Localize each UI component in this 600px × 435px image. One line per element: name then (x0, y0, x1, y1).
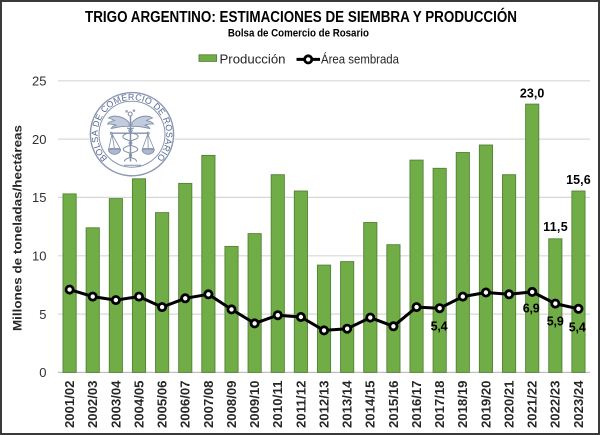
svg-text:5,4: 5,4 (431, 320, 448, 334)
svg-text:2021/22: 2021/22 (525, 381, 540, 429)
svg-text:2014/15: 2014/15 (363, 381, 378, 429)
svg-text:2011/12: 2011/12 (293, 381, 308, 429)
svg-text:5,9: 5,9 (547, 315, 564, 329)
svg-text:10: 10 (32, 249, 46, 264)
svg-text:TRIGO ARGENTINO: ESTIMACIONES: TRIGO ARGENTINO: ESTIMACIONES DE SIEMBRA… (85, 8, 517, 26)
svg-text:2015/16: 2015/16 (386, 381, 401, 429)
svg-text:2013/14: 2013/14 (340, 380, 355, 428)
svg-text:Área sembrada: Área sembrada (321, 52, 399, 67)
svg-text:2012/13: 2012/13 (316, 381, 331, 429)
svg-text:6,9: 6,9 (523, 302, 540, 316)
svg-text:2018/19: 2018/19 (455, 381, 470, 428)
svg-text:2003/04: 2003/04 (108, 380, 123, 428)
svg-text:2016/17: 2016/17 (409, 381, 424, 429)
svg-text:0: 0 (39, 365, 46, 380)
svg-text:2006/07: 2006/07 (178, 381, 193, 429)
svg-text:20: 20 (32, 132, 46, 147)
svg-text:2005/06: 2005/06 (155, 381, 170, 429)
svg-text:11,5: 11,5 (543, 220, 568, 234)
svg-text:23,0: 23,0 (520, 86, 545, 100)
svg-text:2019/20: 2019/20 (478, 381, 493, 428)
svg-text:15: 15 (32, 190, 46, 205)
svg-text:5: 5 (39, 307, 46, 322)
svg-text:2009/10: 2009/10 (247, 381, 262, 429)
svg-text:2020/21: 2020/21 (501, 381, 516, 429)
svg-text:2001/02: 2001/02 (62, 381, 77, 429)
svg-text:15,6: 15,6 (566, 173, 591, 187)
svg-text:2022/23: 2022/23 (548, 381, 563, 429)
svg-text:Producción: Producción (220, 53, 286, 67)
svg-text:Bolsa de Comercio de Rosario: Bolsa de Comercio de Rosario (228, 27, 369, 39)
svg-text:2010/11: 2010/11 (270, 381, 285, 429)
svg-text:Millones de toneladas/hectárea: Millones de toneladas/hectáreas (11, 125, 25, 331)
svg-text:2008/09: 2008/09 (224, 381, 239, 429)
svg-text:2017/18: 2017/18 (432, 381, 447, 429)
svg-text:25: 25 (32, 74, 46, 89)
svg-text:2002/03: 2002/03 (85, 381, 100, 429)
svg-text:2004/05: 2004/05 (131, 381, 146, 429)
svg-text:2023/24: 2023/24 (571, 380, 586, 428)
svg-text:2007/08: 2007/08 (201, 381, 216, 429)
svg-text:5,4: 5,4 (569, 320, 586, 334)
